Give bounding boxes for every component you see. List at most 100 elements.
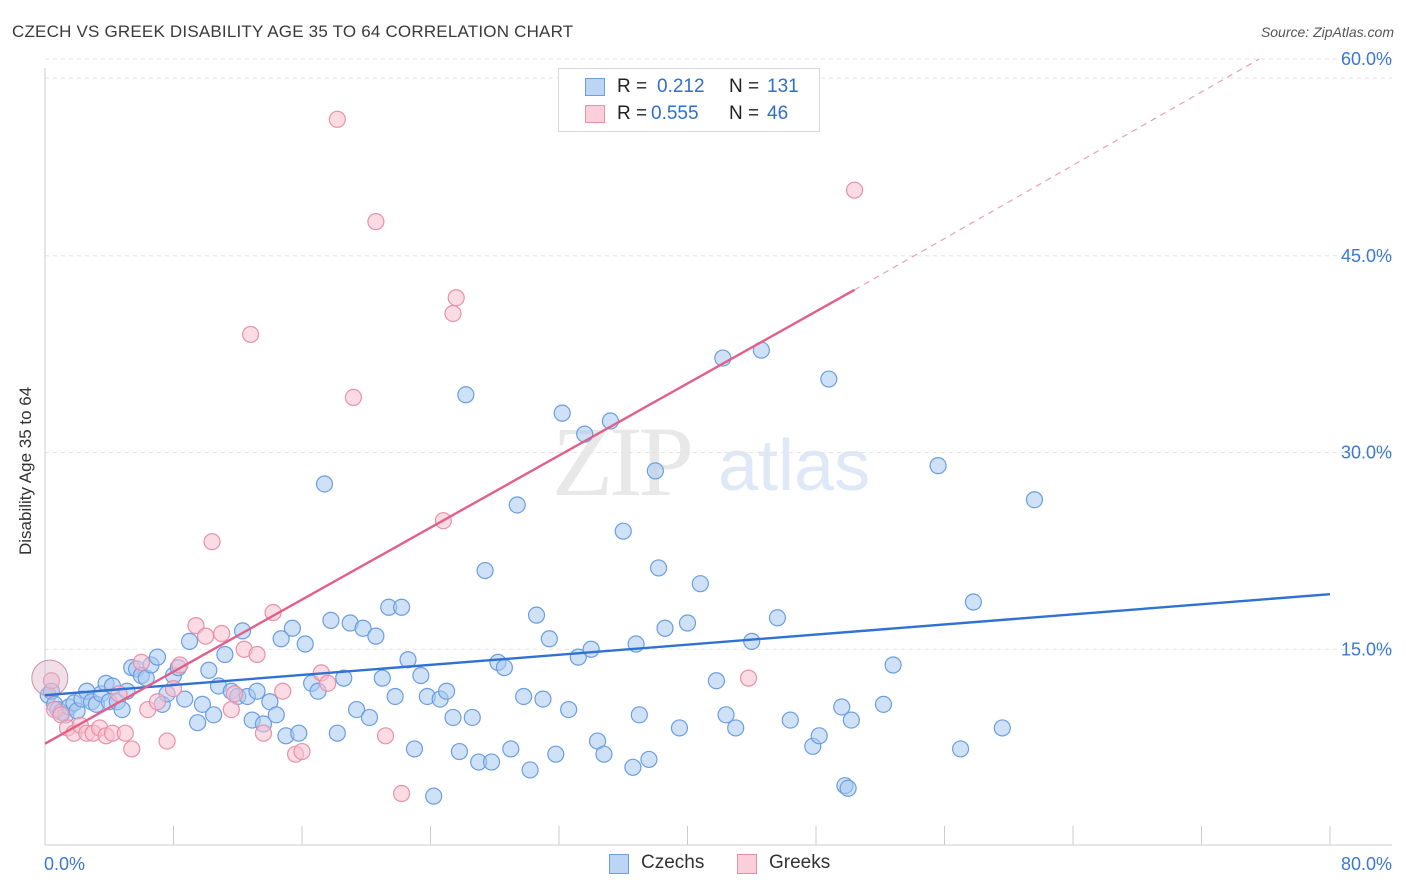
greeks-point xyxy=(197,627,215,645)
czechs-point xyxy=(964,593,983,611)
czechs-point xyxy=(148,648,167,666)
greeks-point xyxy=(444,304,462,323)
czechs-point xyxy=(929,457,947,475)
czechs-point xyxy=(508,496,526,514)
czechs-point xyxy=(502,740,520,758)
greeks-point xyxy=(319,674,337,692)
czechs-point xyxy=(781,711,799,729)
czechs-point xyxy=(582,640,600,658)
greeks-point xyxy=(132,653,150,671)
czechs-point xyxy=(180,632,199,650)
czechs-point xyxy=(727,719,745,737)
czechs-point xyxy=(322,611,340,629)
czechs-point xyxy=(649,559,668,577)
greeks-point xyxy=(376,727,395,745)
czechs-point xyxy=(646,462,664,480)
y-tick-label: 15.0% xyxy=(1341,639,1392,659)
greeks-point xyxy=(344,388,362,407)
czechs-point xyxy=(437,682,456,700)
greeks-point xyxy=(123,740,141,758)
legend-n-label: N = xyxy=(729,76,760,97)
source-credit: Source: ZipAtlas.com xyxy=(1260,24,1394,40)
legend-label-czechs: Czechs xyxy=(641,852,705,873)
czechs-point xyxy=(450,742,469,761)
czechs-point xyxy=(810,727,828,745)
czechs-point xyxy=(283,619,301,637)
czechs-point xyxy=(193,695,212,713)
czechs-point xyxy=(296,635,314,653)
greeks-point xyxy=(367,213,385,231)
czechs-point xyxy=(678,614,697,632)
greeks-point xyxy=(248,645,266,664)
czechs-point xyxy=(392,598,411,616)
czechs-point xyxy=(595,745,613,763)
czechs-point xyxy=(527,606,546,624)
czechs-point xyxy=(405,740,424,758)
y-tick-label: 30.0% xyxy=(1341,443,1392,463)
legend-swatch-greeks xyxy=(737,854,757,874)
stats-legend: R = 0.212 N = 131 R = 0.555 N = 46 xyxy=(558,68,820,132)
czechs-point xyxy=(951,740,970,758)
legend-n-value: 46 xyxy=(767,103,789,124)
czechs-point xyxy=(515,687,533,706)
czechs-point xyxy=(188,714,207,732)
czechs-point xyxy=(839,779,857,797)
legend-r-value: 0.555 xyxy=(651,103,699,124)
czechs-point xyxy=(425,787,443,805)
czechs-point xyxy=(624,758,642,776)
watermark-atlas: atlas xyxy=(718,426,871,506)
greeks-point xyxy=(392,784,411,803)
czechs-point xyxy=(205,706,223,724)
czechs-point xyxy=(521,761,539,779)
czechs-point xyxy=(360,708,379,727)
czechs-point xyxy=(614,522,632,540)
greeks-point xyxy=(42,672,61,690)
greeks-point xyxy=(447,289,465,307)
czechs-point xyxy=(216,645,234,664)
czechs-trend-line xyxy=(44,592,1331,697)
greeks-point xyxy=(158,732,176,750)
legend-r-label: R = xyxy=(617,76,648,97)
czechs-point xyxy=(373,669,391,687)
czechs-point xyxy=(267,706,285,724)
legend-swatch-czechs xyxy=(609,854,629,874)
greeks-point xyxy=(328,110,346,128)
czechs-point xyxy=(200,661,218,679)
czechs-point xyxy=(290,724,308,742)
czechs-point xyxy=(630,706,648,724)
greeks-trend-line xyxy=(44,288,856,745)
czechs-point xyxy=(670,719,689,737)
czechs-point xyxy=(444,708,462,727)
x-tick-label: 0.0% xyxy=(44,854,85,874)
czechs-point xyxy=(315,475,334,493)
greeks-point xyxy=(274,682,292,700)
czechs-point xyxy=(482,753,501,771)
czechs-point xyxy=(412,666,430,685)
watermark-zip: ZIP xyxy=(552,406,694,517)
legend-n-label: N = xyxy=(729,103,760,124)
czechs-point xyxy=(176,690,194,708)
czechs-point xyxy=(328,724,346,742)
greeks-point xyxy=(203,533,221,551)
czechs-point xyxy=(833,698,851,716)
greeks-point xyxy=(164,679,183,698)
czechs-point xyxy=(874,695,893,713)
czechs-point xyxy=(495,659,513,677)
greeks-point xyxy=(293,742,311,761)
legend-r-value: 0.212 xyxy=(657,76,705,97)
greeks-point xyxy=(254,724,273,742)
greeks-point xyxy=(242,325,260,344)
greeks-point xyxy=(148,693,167,711)
czechs-point xyxy=(553,404,571,422)
czechs-point xyxy=(656,619,674,637)
legend-swatch-czechs xyxy=(585,78,605,96)
greeks-point xyxy=(225,685,244,703)
y-tick-label: 60.0% xyxy=(1341,49,1392,69)
legend-n-value: 131 xyxy=(767,76,799,97)
greeks-point-large xyxy=(31,659,69,697)
y-axis-label: Disability Age 35 to 64 xyxy=(16,386,35,555)
greeks-point xyxy=(222,700,240,719)
czechs-point xyxy=(367,627,385,645)
greeks-point xyxy=(845,181,864,199)
czechs-point xyxy=(691,575,709,593)
